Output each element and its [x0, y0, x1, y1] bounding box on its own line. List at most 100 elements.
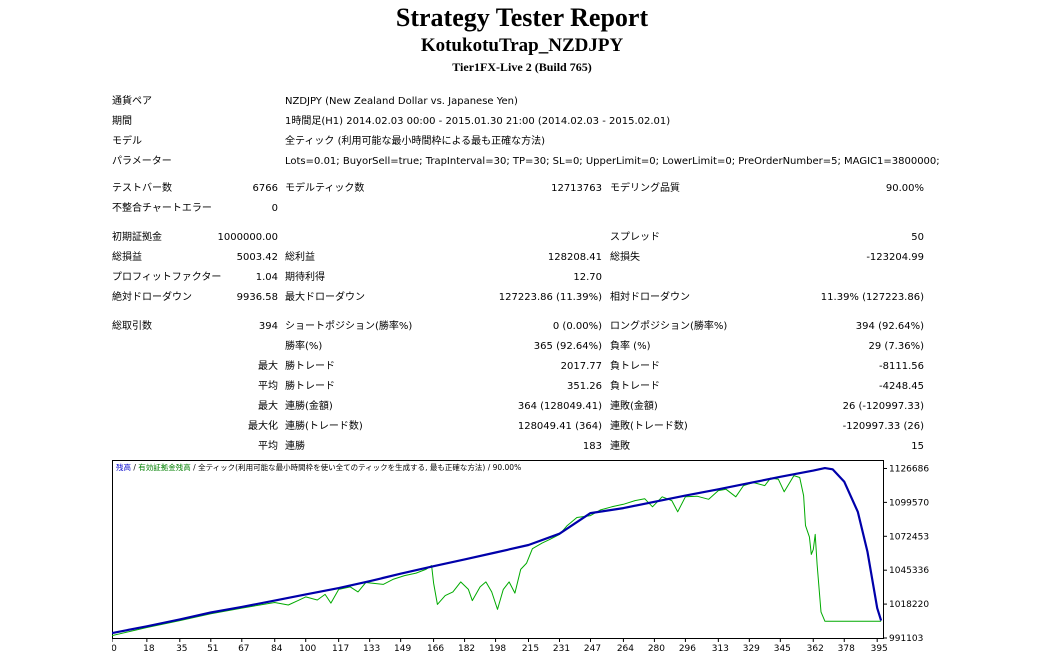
- x-tick-label: 231: [553, 644, 570, 654]
- errors-row: 不整合チャートエラー 0: [0, 201, 1044, 217]
- maximal-wins-label: 連勝(トレード数): [285, 421, 363, 432]
- x-tick-label: 67: [238, 644, 249, 654]
- avg-consecutive-wins-value: 183: [582, 441, 602, 452]
- x-tick-label: 0: [112, 644, 117, 654]
- maximal-losses-value: -120997.33 (26): [842, 421, 924, 432]
- gross-loss-value: -123204.99: [866, 252, 924, 263]
- deposit-label: 初期証拠金: [112, 232, 162, 243]
- x-tick-label: 198: [489, 644, 506, 654]
- bars-value: 6766: [252, 183, 278, 194]
- spread-value: 50: [911, 232, 924, 243]
- avg-consecutive-losses-value: 15: [911, 441, 924, 452]
- maximal-wins-value: 128049.41 (364): [517, 421, 602, 432]
- legend-quality: 90.00%: [492, 463, 522, 472]
- average-label: 平均: [258, 381, 278, 392]
- win-rate-label: 勝率(%): [285, 341, 323, 352]
- largest-trade-row: 最大 勝トレード 2017.77 負トレード -8111.56: [0, 359, 1044, 375]
- gross-loss-label: 総損失: [610, 252, 640, 263]
- long-positions-label: ロングポジション(勝率%): [610, 321, 728, 332]
- spread-label: スプレッド: [610, 232, 660, 243]
- largest-win-label: 勝トレード: [285, 361, 335, 372]
- net-profit-value: 5003.42: [236, 252, 278, 263]
- average-win-label: 勝トレード: [285, 381, 335, 392]
- drawdown-row: 絶対ドローダウン 9936.58 最大ドローダウン 127223.86 (11.…: [0, 290, 1044, 306]
- x-tick-label: 362: [807, 644, 824, 654]
- info-row-symbol: 通貨ペア NZDJPY (New Zealand Dollar vs. Japa…: [0, 94, 1044, 110]
- abs-drawdown-label: 絶対ドローダウン: [112, 292, 192, 303]
- abs-drawdown-value: 9936.58: [236, 292, 278, 303]
- maximal-label: 最大化: [248, 421, 278, 432]
- x-tick-label: 166: [427, 644, 444, 654]
- info-value: Lots=0.01; BuyorSell=true; TrapInterval=…: [285, 156, 940, 167]
- x-tick-label: 378: [838, 644, 855, 654]
- report-subtitle: KotukotuTrap_NZDJPY: [420, 35, 624, 56]
- max-consecutive-losses-label: 連敗(金額): [610, 401, 658, 412]
- info-row-parameters: パラメーター Lots=0.01; BuyorSell=true; TrapIn…: [0, 154, 1044, 170]
- x-tick-label: 280: [648, 644, 665, 654]
- largest-label: 最大: [258, 361, 278, 372]
- equity-line: [112, 475, 882, 637]
- largest-loss-value: -8111.56: [879, 361, 924, 372]
- bars-row: テストバー数 6766 モデルティック数 12713763 モデリング品質 90…: [0, 181, 1044, 197]
- y-tick-label: 1018220: [889, 600, 929, 610]
- profit-row: 総損益 5003.42 総利益 128208.41 総損失 -123204.99: [0, 250, 1044, 266]
- x-tick-label: 329: [743, 644, 760, 654]
- maximal-losses-label: 連敗(トレード数): [610, 421, 688, 432]
- max-drawdown-value: 127223.86 (11.39%): [498, 292, 602, 303]
- info-label: 期間: [112, 116, 132, 127]
- net-profit-label: 総損益: [112, 252, 142, 263]
- balance-chart: 0 18 35 51 67 84 100 117 133 149 166 182 198 215 231 24…: [112, 460, 929, 654]
- chart-series: [112, 467, 883, 637]
- info-value: 全ティック (利用可能な最小時間枠による最も正確な方法): [285, 136, 546, 147]
- x-tick-label: 247: [584, 644, 601, 654]
- quality-label: モデリング品質: [610, 183, 680, 194]
- errors-value: 0: [271, 203, 278, 214]
- legend-equity: 有効証拠金残高: [138, 463, 191, 472]
- gross-profit-label: 総利益: [285, 252, 315, 263]
- pf-row: プロフィットファクター 1.04 期待利得 12.70: [0, 270, 1044, 286]
- expected-payoff-value: 12.70: [573, 272, 602, 283]
- x-tick-label: 313: [712, 644, 729, 654]
- x-tick-label: 51: [207, 644, 218, 654]
- total-trades-label: 総取引数: [112, 321, 152, 332]
- y-tick-label: 1072453: [889, 532, 929, 542]
- gross-profit-value: 128208.41: [547, 252, 602, 263]
- info-value: 1時間足(H1) 2014.02.03 00:00 - 2015.01.30 2…: [285, 116, 671, 127]
- info-value: NZDJPY (New Zealand Dollar vs. Japanese …: [285, 96, 518, 107]
- rel-drawdown-label: 相対ドローダウン: [610, 292, 690, 303]
- loss-rate-label: 負率 (%): [610, 341, 651, 352]
- short-positions-label: ショートポジション(勝率%): [285, 321, 413, 332]
- rel-drawdown-value: 11.39% (127223.86): [820, 292, 924, 303]
- plot-area: [112, 460, 884, 639]
- info-label: 通貨ペア: [112, 96, 152, 107]
- legend-model: 全ティック(利用可能な最小時間枠を使い全てのティックを生成する, 最も正確な方法…: [198, 463, 486, 472]
- info-row-period: 期間 1時間足(H1) 2014.02.03 00:00 - 2015.01.3…: [0, 114, 1044, 130]
- max-consecutive-wins-value: 364 (128049.41): [517, 401, 602, 412]
- ticks-value: 12713763: [551, 183, 602, 194]
- x-tick-label: 18: [143, 644, 155, 654]
- x-tick-label: 182: [458, 644, 475, 654]
- deposit-row: 初期証拠金 1000000.00 スプレッド 50: [0, 230, 1044, 246]
- short-positions-value: 0 (0.00%): [552, 321, 602, 332]
- report-title: Strategy Tester Report: [395, 3, 649, 32]
- largest-win-value: 2017.77: [560, 361, 602, 372]
- bars-label: テストバー数: [112, 183, 172, 194]
- x-axis: 0 18 35 51 67 84 100 117 133 149 166 182 198 215 231 24…: [112, 638, 888, 654]
- maximal-consecutive-row: 最大化 連勝(トレード数) 128049.41 (364) 連敗(トレード数) …: [0, 419, 1044, 435]
- win-rate-row: 勝率(%) 365 (92.64%) 負率 (%) 29 (7.36%): [0, 339, 1044, 355]
- average-loss-value: -4248.45: [879, 381, 924, 392]
- balance-line: [112, 467, 883, 635]
- max-consecutive-wins-label: 連勝(金額): [285, 401, 333, 412]
- y-tick-label: 991103: [889, 634, 923, 644]
- max-consecutive-losses-value: 26 (-120997.33): [842, 401, 924, 412]
- max-consecutive-row: 最大 連勝(金額) 364 (128049.41) 連敗(金額) 26 (-12…: [0, 399, 1044, 415]
- y-tick-label: 1045336: [889, 566, 929, 576]
- x-tick-label: 345: [774, 644, 791, 654]
- win-rate-value: 365 (92.64%): [533, 341, 602, 352]
- x-tick-label: 264: [617, 644, 634, 654]
- avg-consecutive-losses-label: 連敗: [610, 441, 630, 452]
- info-row-model: モデル 全ティック (利用可能な最小時間枠による最も正確な方法): [0, 134, 1044, 150]
- errors-label: 不整合チャートエラー: [112, 203, 212, 214]
- y-tick-label: 1126686: [889, 464, 929, 474]
- largest-loss-label: 負トレード: [610, 361, 660, 372]
